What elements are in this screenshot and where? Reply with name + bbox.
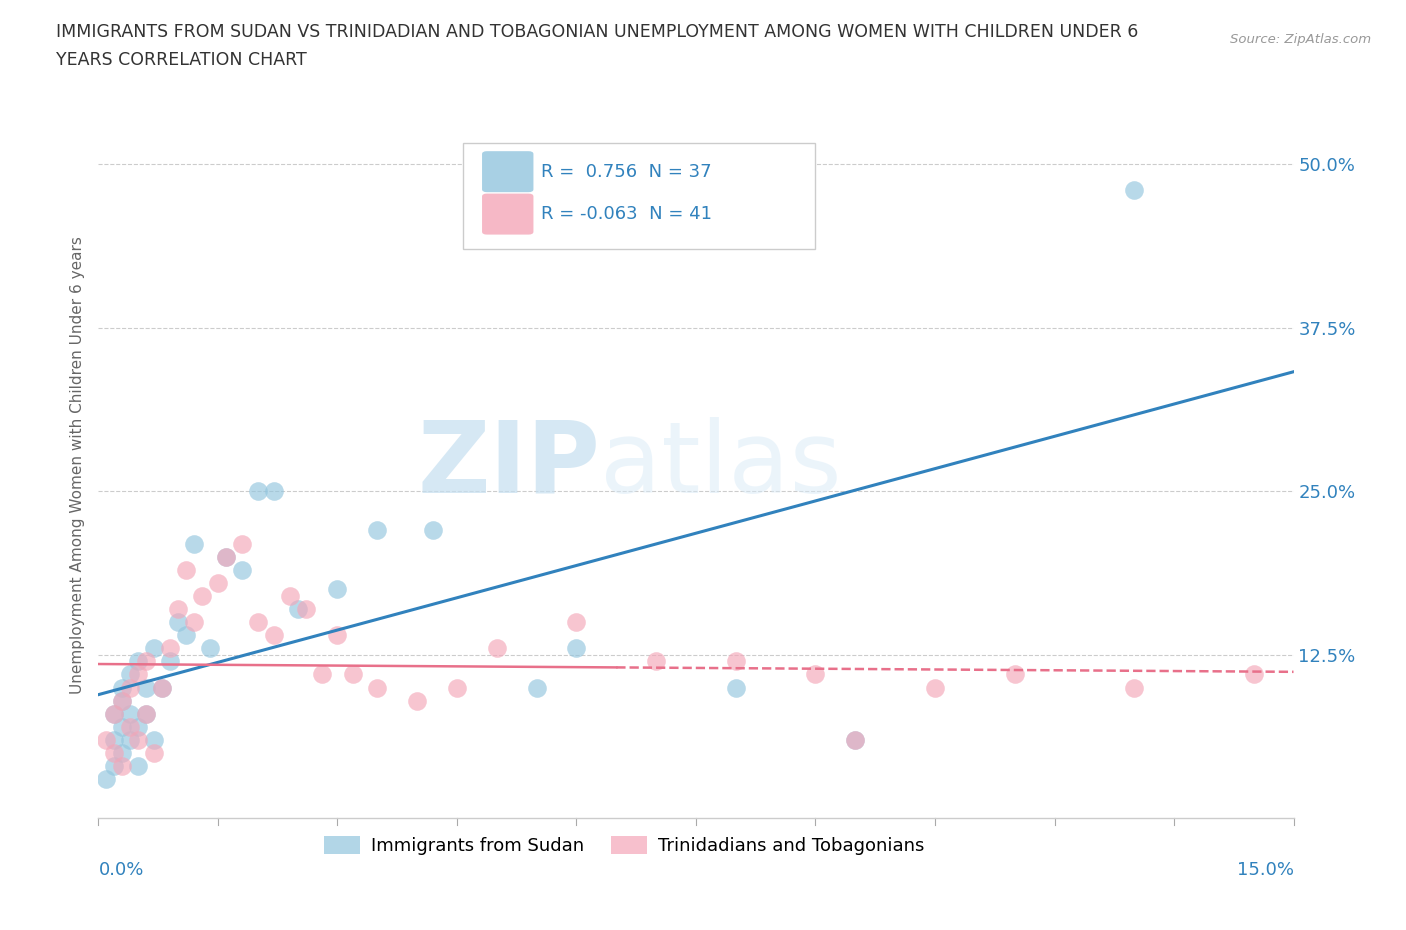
FancyBboxPatch shape	[482, 152, 533, 193]
Point	[143, 746, 166, 761]
Point	[422, 523, 444, 538]
Point	[844, 733, 866, 748]
Point	[366, 523, 388, 538]
Legend: Immigrants from Sudan, Trinidadians and Tobagonians: Immigrants from Sudan, Trinidadians and …	[316, 829, 932, 862]
Point	[135, 680, 157, 695]
Point	[844, 733, 866, 748]
Point	[174, 563, 197, 578]
Point	[485, 641, 508, 656]
Point	[326, 628, 349, 643]
Point	[96, 772, 118, 787]
Point	[406, 693, 429, 708]
Point	[263, 628, 285, 643]
Point	[526, 680, 548, 695]
Point	[724, 654, 747, 669]
Point	[1123, 680, 1146, 695]
Point	[127, 667, 149, 682]
Text: 0.0%: 0.0%	[98, 861, 143, 879]
Point	[150, 680, 173, 695]
Point	[1004, 667, 1026, 682]
Point	[198, 641, 221, 656]
Point	[159, 654, 181, 669]
Point	[174, 628, 197, 643]
Point	[127, 759, 149, 774]
Point	[246, 615, 269, 630]
Point	[111, 680, 134, 695]
Point	[127, 719, 149, 734]
Point	[645, 654, 668, 669]
Point	[565, 641, 588, 656]
FancyBboxPatch shape	[482, 193, 533, 234]
Y-axis label: Unemployment Among Women with Children Under 6 years: Unemployment Among Women with Children U…	[69, 236, 84, 694]
Point	[183, 615, 205, 630]
Point	[804, 667, 827, 682]
Point	[294, 602, 316, 617]
Text: Source: ZipAtlas.com: Source: ZipAtlas.com	[1230, 33, 1371, 46]
FancyBboxPatch shape	[463, 143, 815, 249]
Point	[120, 719, 142, 734]
Point	[215, 550, 238, 565]
Point	[103, 746, 125, 761]
Point	[167, 602, 190, 617]
Point	[135, 654, 157, 669]
Point	[127, 733, 149, 748]
Point	[135, 706, 157, 721]
Point	[111, 719, 134, 734]
Point	[120, 706, 142, 721]
Point	[111, 693, 134, 708]
Point	[150, 680, 173, 695]
Point	[1123, 182, 1146, 197]
Point	[565, 615, 588, 630]
Point	[263, 484, 285, 498]
Point	[103, 733, 125, 748]
Point	[446, 680, 468, 695]
Point	[287, 602, 309, 617]
Point	[724, 680, 747, 695]
Point	[246, 484, 269, 498]
Point	[231, 563, 253, 578]
Point	[103, 759, 125, 774]
Point	[326, 582, 349, 597]
Point	[143, 641, 166, 656]
Text: R = -0.063  N = 41: R = -0.063 N = 41	[541, 206, 711, 223]
Text: R =  0.756  N = 37: R = 0.756 N = 37	[541, 163, 711, 180]
Text: IMMIGRANTS FROM SUDAN VS TRINIDADIAN AND TOBAGONIAN UNEMPLOYMENT AMONG WOMEN WIT: IMMIGRANTS FROM SUDAN VS TRINIDADIAN AND…	[56, 23, 1139, 41]
Point	[191, 589, 214, 604]
Point	[207, 576, 229, 591]
Point	[96, 733, 118, 748]
Text: 15.0%: 15.0%	[1236, 861, 1294, 879]
Point	[278, 589, 301, 604]
Text: ZIP: ZIP	[418, 417, 600, 513]
Text: YEARS CORRELATION CHART: YEARS CORRELATION CHART	[56, 51, 307, 69]
Point	[111, 746, 134, 761]
Point	[111, 759, 134, 774]
Point	[103, 706, 125, 721]
Text: atlas: atlas	[600, 417, 842, 513]
Point	[167, 615, 190, 630]
Point	[135, 706, 157, 721]
Point	[120, 733, 142, 748]
Point	[342, 667, 364, 682]
Point	[311, 667, 333, 682]
Point	[127, 654, 149, 669]
Point	[120, 680, 142, 695]
Point	[1243, 667, 1265, 682]
Point	[183, 536, 205, 551]
Point	[103, 706, 125, 721]
Point	[231, 536, 253, 551]
Point	[120, 667, 142, 682]
Point	[924, 680, 946, 695]
Point	[111, 693, 134, 708]
Point	[366, 680, 388, 695]
Point	[215, 550, 238, 565]
Point	[143, 733, 166, 748]
Point	[159, 641, 181, 656]
